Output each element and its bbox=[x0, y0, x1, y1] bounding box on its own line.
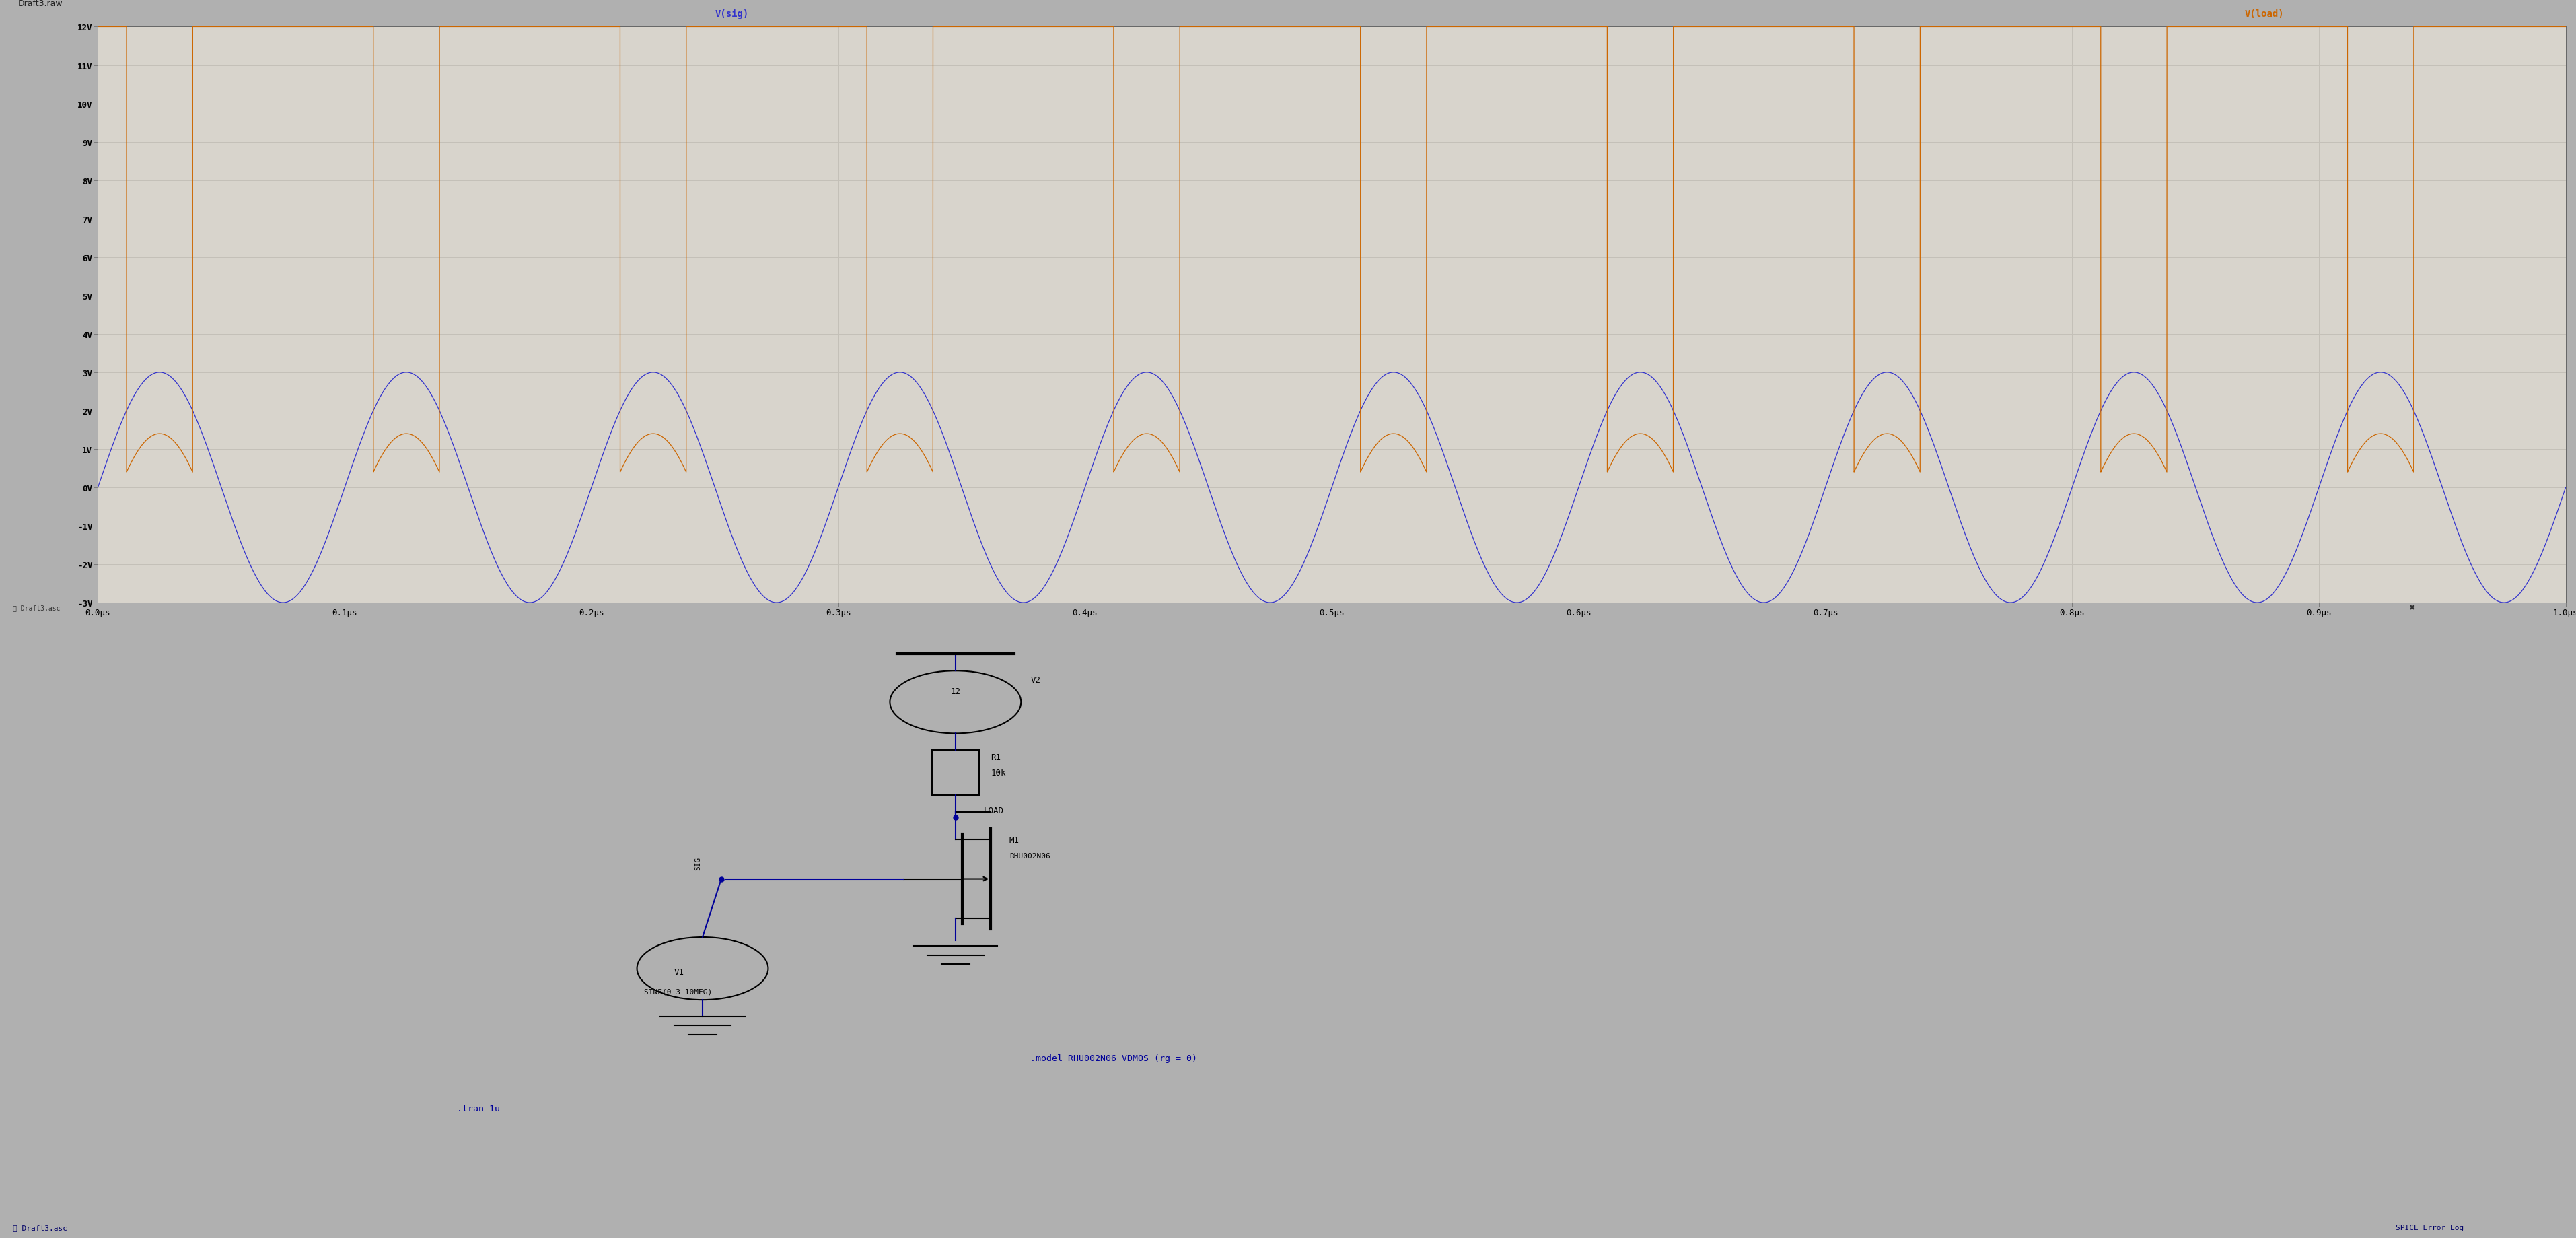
Text: 12: 12 bbox=[951, 687, 961, 696]
Text: R1: R1 bbox=[992, 753, 999, 761]
Text: 10k: 10k bbox=[992, 769, 1005, 777]
Text: RHU002N06: RHU002N06 bbox=[1010, 853, 1051, 859]
Text: .tran 1u: .tran 1u bbox=[456, 1104, 500, 1113]
Bar bbox=[933, 750, 979, 795]
Text: V2: V2 bbox=[1030, 676, 1041, 685]
Text: .model RHU002N06 VDMOS (rg = 0): .model RHU002N06 VDMOS (rg = 0) bbox=[1030, 1054, 1198, 1062]
Text: SIG: SIG bbox=[696, 857, 701, 870]
Text: Draft3.raw: Draft3.raw bbox=[18, 0, 62, 9]
Text: SPICE Error Log: SPICE Error Log bbox=[2396, 1224, 2463, 1231]
Text: V(sig): V(sig) bbox=[716, 9, 750, 19]
Text: ✖: ✖ bbox=[2409, 604, 2414, 612]
Text: LOAD: LOAD bbox=[984, 806, 1005, 815]
Text: SINE(0 3 10MEG): SINE(0 3 10MEG) bbox=[644, 988, 711, 994]
Text: ⋋ Draft3.asc: ⋋ Draft3.asc bbox=[13, 604, 59, 612]
Text: M1: M1 bbox=[1010, 836, 1020, 844]
Text: V1: V1 bbox=[675, 967, 685, 977]
Text: V(load): V(load) bbox=[2244, 9, 2285, 19]
Text: ⋋ Draft3.asc: ⋋ Draft3.asc bbox=[13, 1224, 67, 1231]
